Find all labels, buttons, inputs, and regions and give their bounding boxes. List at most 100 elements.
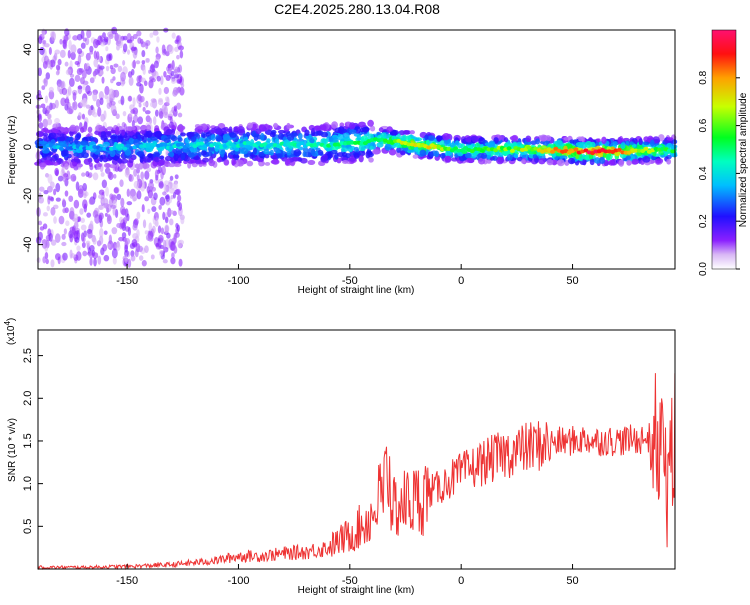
spectrogram-point <box>109 149 116 158</box>
spectrogram-point <box>80 217 85 223</box>
spectrogram-point <box>163 183 167 194</box>
spectrogram-point <box>342 160 349 164</box>
spectrogram-point <box>45 72 51 80</box>
spectrogram-point <box>100 42 106 47</box>
spectrogram-point <box>253 134 259 141</box>
spectrogram-point <box>134 163 140 169</box>
spectrogram-point <box>42 39 47 45</box>
spectrogram-point <box>138 102 142 108</box>
spectrogram-point <box>412 154 419 159</box>
spectrogram-ridge-point <box>62 143 68 148</box>
spectrogram-point <box>269 149 274 156</box>
spectrogram-point <box>128 112 133 118</box>
spectrogram-point <box>55 182 61 193</box>
spectrogram-point <box>154 130 162 138</box>
spectrogram-point <box>110 135 117 140</box>
spectrogram-point <box>173 234 177 244</box>
spectrogram-point <box>419 149 427 157</box>
spectrogram-point <box>131 119 135 128</box>
spectrogram-point <box>152 30 159 36</box>
spectrogram-point <box>492 155 498 161</box>
spectrogram-point <box>66 108 73 115</box>
spectrogram-ridge-point <box>212 141 218 146</box>
snr-x-tick-label: 0 <box>458 575 464 587</box>
spectrogram-point <box>50 132 57 138</box>
spectrogram-point <box>601 136 607 145</box>
spectrogram-point <box>608 159 615 166</box>
spectrogram-point <box>69 249 73 259</box>
spectrogram-point <box>480 152 488 160</box>
spectrogram-point <box>163 111 169 119</box>
spectrogram-point <box>50 239 57 246</box>
snr-panel: -150 -100 -50 0 50 0.5 1.0 1.5 2.0 2.5 Height of… <box>3 318 676 596</box>
spectrogram-ridge-point <box>479 148 485 153</box>
spectrogram-point <box>89 220 94 231</box>
spectrogram-point <box>223 159 230 166</box>
spectrogram-point <box>80 140 89 146</box>
spectrogram-point <box>143 156 151 163</box>
spectrogram-point <box>246 160 254 167</box>
spectrogram-ridge-point <box>643 146 649 151</box>
spectrogram-point <box>57 175 64 182</box>
spectrogram-point <box>38 140 47 145</box>
spectrogram-point <box>532 154 538 159</box>
spectrogram-point <box>216 137 223 142</box>
spectrogram-point <box>143 80 148 87</box>
spectrogram-point <box>46 118 53 126</box>
spectrogram-ridge-point <box>149 145 155 150</box>
spectrogram-point <box>131 134 138 140</box>
spectrogram-point <box>54 153 59 161</box>
spectrogram-point <box>134 110 138 117</box>
spectrogram-point <box>151 206 157 213</box>
spectrogram-point <box>317 129 322 136</box>
colorbar-gradient <box>711 29 737 270</box>
spectrogram-point <box>145 57 150 63</box>
spectrogram-point <box>344 136 351 142</box>
spectrogram-point <box>124 238 131 245</box>
spectrogram-point <box>164 225 169 233</box>
spectrogram-point <box>402 130 409 135</box>
spectrogram-point <box>126 188 130 197</box>
spectrogram-point <box>655 158 662 164</box>
snr-x-label: Height of straight line (km) <box>298 585 415 596</box>
spectrogram-x-tick-label: 0 <box>458 275 464 287</box>
spectrogram-point <box>427 135 436 141</box>
spectrogram-point <box>278 132 284 140</box>
spectrogram-point <box>124 249 129 258</box>
spectrogram-point <box>90 104 94 111</box>
spectrogram-point <box>117 65 123 73</box>
spectrogram-point <box>168 163 176 168</box>
snr-x-tick-label: -50 <box>342 575 358 587</box>
spectrogram-point <box>82 236 86 243</box>
spectrogram-point <box>158 108 163 117</box>
spectrogram-point <box>177 194 182 202</box>
spectrogram-point <box>444 155 452 163</box>
spectrogram-point <box>103 230 108 235</box>
spectrogram-point <box>44 129 51 134</box>
spectrogram-point <box>516 141 523 146</box>
spectrogram-point <box>77 48 83 55</box>
spectrogram-point <box>341 152 348 158</box>
spectrogram-point <box>39 162 47 168</box>
spectrogram-point <box>128 137 134 144</box>
spectrogram-point <box>141 49 146 58</box>
spectrogram-point <box>36 158 42 164</box>
spectrogram-point <box>165 194 170 202</box>
spectrogram-point <box>162 211 166 221</box>
spectrogram-point <box>92 237 97 245</box>
spectrogram-point <box>144 245 149 254</box>
spectrogram-point <box>59 136 66 142</box>
spectrogram-point <box>162 167 167 174</box>
snr-y-scale: (x104) <box>3 318 17 345</box>
spectrogram-ridge-point <box>493 148 499 153</box>
spectrogram-point <box>178 64 183 73</box>
spectrogram-point <box>169 175 174 181</box>
spectrogram-point <box>61 233 66 240</box>
spectrogram-point <box>509 135 518 141</box>
spectrogram-point <box>449 142 456 148</box>
spectrogram-point <box>164 216 169 224</box>
spectrogram-point <box>157 99 164 106</box>
spectrogram-point <box>477 157 486 165</box>
spectrogram-point <box>535 138 541 145</box>
spectrogram-point <box>57 83 61 92</box>
